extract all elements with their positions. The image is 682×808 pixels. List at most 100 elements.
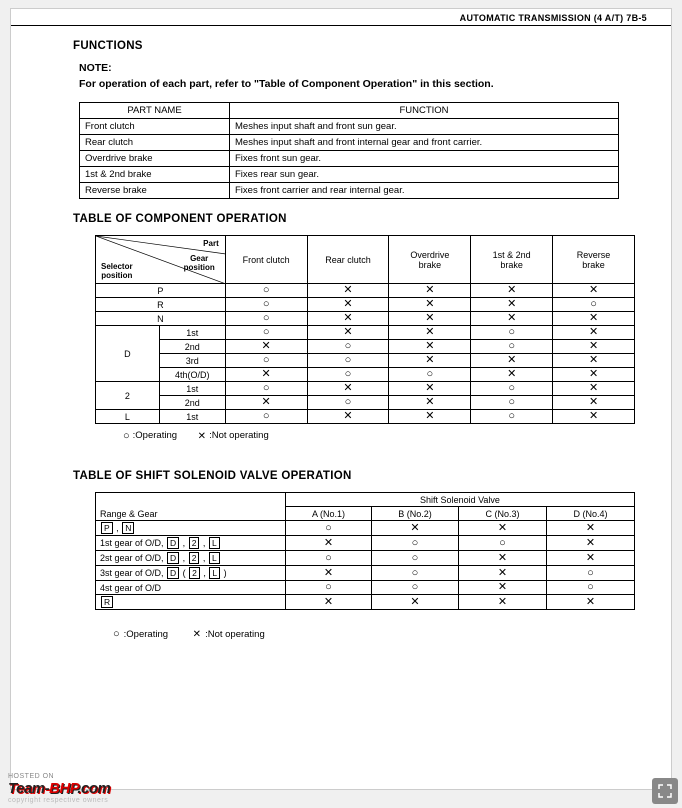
page-header: AUTOMATIC TRANSMISSION (4 A/T) 7B-5 [11,9,671,26]
op-cell: ✕ [389,396,471,410]
op-cell: ✕ [458,521,546,536]
table-row: D1st○✕✕○✕ [96,326,635,340]
table-row: N○✕✕✕✕ [96,312,635,326]
op-cell: ✕ [553,284,635,298]
op-cell: ✕ [307,284,389,298]
part-function: Fixes front carrier and rear internal ge… [230,183,619,199]
op-cell: ○ [471,396,553,410]
range-gear: 1st gear of O/D, D , 2 , L [96,536,286,551]
op-cell: ✕ [307,298,389,312]
functions-table: PART NAME FUNCTION Front clutchMeshes in… [79,102,619,199]
expand-button[interactable] [652,778,678,804]
site-logo: Team-BHP.com [8,780,110,797]
functions-heading: FUNCTIONS [73,40,621,52]
gear-pos: 2nd [159,396,225,410]
op-cell: ✕ [286,595,372,610]
op-cell: ○ [546,566,634,581]
op-cell: ○ [225,312,307,326]
table-row: 21st○✕✕○✕ [96,382,635,396]
op-cell: ✕ [389,382,471,396]
op-cell: ○ [286,551,372,566]
diag-header: Part Gearposition Selectorposition [96,236,226,284]
op-cell: ✕ [458,551,546,566]
table-row: 2nd✕○✕○✕ [96,396,635,410]
op-cell: ✕ [471,354,553,368]
op-cell: ✕ [546,551,634,566]
table-row: Rear clutchMeshes input shaft and front … [80,135,619,151]
document-page: AUTOMATIC TRANSMISSION (4 A/T) 7B-5 FUNC… [10,8,672,790]
op-cell: ○ [307,340,389,354]
gear-pos: 4th(O/D) [159,368,225,382]
func-header-part: PART NAME [80,103,230,119]
op-cell: ○ [225,298,307,312]
op-cell: ✕ [458,595,546,610]
op-cell: ○ [546,581,634,595]
diag-sel-label: Selectorposition [101,262,133,280]
op-cell: ○ [471,340,553,354]
part-function: Meshes input shaft and front internal ge… [230,135,619,151]
legend2-op: :Operating [124,629,168,640]
part-function: Meshes input shaft and front sun gear. [230,119,619,135]
hosted-on: HOSTED ON [8,773,110,780]
op-cell: ✕ [553,354,635,368]
op-cell: ○ [286,581,372,595]
part-name: Front clutch [80,119,230,135]
op-cell: ✕ [553,396,635,410]
selector-pos: 2 [96,382,160,410]
op-cell: ✕ [553,326,635,340]
op-cell: ✕ [389,312,471,326]
op-cell: ○ [389,368,471,382]
note-text: For operation of each part, refer to "Ta… [79,78,621,90]
table-row: Reverse brakeFixes front carrier and rea… [80,183,619,199]
op-cell: ✕ [286,536,372,551]
solenoid-table: Range & Gear Shift Solenoid Valve A (No.… [95,492,635,610]
op-cell: ○ [371,566,458,581]
op-cell: ✕ [225,340,307,354]
table-row: 1st gear of O/D, D , 2 , L✕○○✕ [96,536,635,551]
op-cell: ✕ [553,410,635,424]
sol-col-1: B (No.2) [371,507,458,521]
op-cell: ✕ [307,312,389,326]
op-cell: ○ [471,410,553,424]
table-row: 2nd✕○✕○✕ [96,340,635,354]
sol-range-header: Range & Gear [96,493,286,521]
legend2-circle: ○ [113,628,120,640]
op-cell: ○ [286,521,372,536]
gear-pos: 2nd [159,340,225,354]
note-label: NOTE: [79,62,621,74]
range-gear: R [96,595,286,610]
legend-circle: ○ [123,430,130,442]
component-table: Part Gearposition Selectorposition Front… [95,235,635,424]
part-function: Fixes front sun gear. [230,151,619,167]
gear-pos: 3rd [159,354,225,368]
legend2-cross: ✕ [193,629,201,640]
op-cell: ✕ [225,396,307,410]
op-cell: ○ [307,354,389,368]
op-cell: ✕ [458,566,546,581]
op-cell: ✕ [546,521,634,536]
gear-pos: 1st [159,326,225,340]
table-row: 3rd○○✕✕✕ [96,354,635,368]
page-content: FUNCTIONS NOTE: For operation of each pa… [11,26,671,640]
op-cell: ○ [225,382,307,396]
part-function: Fixes rear sun gear. [230,167,619,183]
table-row: R✕✕✕✕ [96,595,635,610]
range-gear: P , N [96,521,286,536]
table-row: L1st○✕✕○✕ [96,410,635,424]
op-cell: ✕ [471,298,553,312]
op-cell: ○ [225,354,307,368]
table-row: P○✕✕✕✕ [96,284,635,298]
gear-pos: 1st [159,382,225,396]
op-cell: ✕ [389,298,471,312]
op-cell: ✕ [389,326,471,340]
part-name: Overdrive brake [80,151,230,167]
logo-2: BHP [49,780,77,797]
op-cell: ✕ [471,312,553,326]
diag-gear-label: Gearposition [184,254,215,272]
table-row: 2st gear of O/D, D , 2 , L○○✕✕ [96,551,635,566]
part-name: 1st & 2nd brake [80,167,230,183]
sol-col-3: D (No.4) [546,507,634,521]
op-cell: ✕ [307,326,389,340]
selector-pos: P [96,284,226,298]
part-name: Reverse brake [80,183,230,199]
